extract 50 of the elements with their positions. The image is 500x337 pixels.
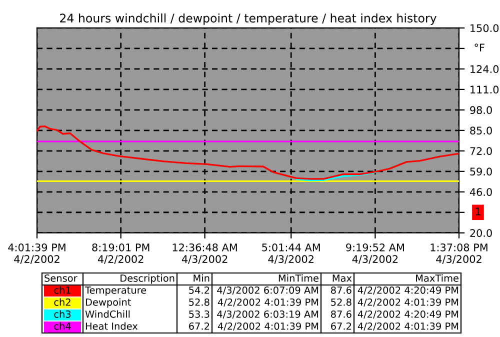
- text: 52.8: [189, 298, 210, 306]
- x-tick-label: 4:01:39 PM 4/2/2002: [8, 243, 66, 264]
- text: 4/2/2002 4:01:39 PM: [358, 322, 458, 331]
- y-tick-label: 85.0: [470, 126, 492, 135]
- y-tick-label: 111.0: [470, 86, 499, 94]
- text: ch2: [54, 298, 70, 306]
- y-tick-label: 124.0: [470, 65, 499, 74]
- text: MinTime: [278, 274, 318, 282]
- x-tick-label: 5:01:44 AM 4/3/2002: [262, 243, 320, 264]
- text: Min: [194, 274, 210, 282]
- text: 4/2/2002 4:20:49 PM: [358, 286, 458, 295]
- text: 67.2: [189, 322, 210, 330]
- line-series: [296, 171, 378, 182]
- text: Description: [120, 274, 174, 284]
- x-tick-label: 1:37:08 PM 4/3/2002: [430, 243, 488, 264]
- chart-title: 24 hours windchill / dewpoint / temperature / heat index history: [60, 13, 436, 25]
- text: 52.8: [331, 298, 352, 306]
- text: 1: [476, 208, 480, 216]
- text: 54.2: [189, 286, 210, 294]
- y-axis-title: °F: [474, 44, 484, 52]
- text: 4/2/2002 4:01:39 PM: [218, 298, 318, 307]
- text: 4/3/2002 6:03:19 AM: [217, 310, 318, 319]
- y-tick-label: 150.0: [470, 24, 499, 32]
- y-tick-label: 20.0: [470, 229, 492, 237]
- y-tick-label: 46.0: [470, 188, 492, 196]
- x-tick-label: 9:19:52 AM 4/3/2002: [346, 243, 404, 264]
- text: 67.2: [331, 322, 352, 330]
- legend-label: Temperature: [84, 286, 146, 296]
- text: ch3: [54, 310, 71, 318]
- legend-label: Dewpoint: [86, 298, 131, 308]
- text: 87.6: [331, 310, 352, 318]
- y-tick-label: 98.0: [470, 106, 492, 114]
- text: ch4: [54, 322, 71, 330]
- text: 4/3/2002 6:07:09 AM: [217, 286, 318, 295]
- y-tick-label: 72.0: [470, 147, 492, 156]
- text: Sensor: [44, 274, 78, 282]
- x-tick-label: 12:36:48 AM 4/3/2002: [172, 243, 237, 264]
- text: ch1: [54, 286, 70, 294]
- text: 4/2/2002 4:01:39 PM: [218, 322, 318, 331]
- legend-label: WindChill: [85, 310, 130, 318]
- text: 87.6: [331, 286, 352, 294]
- y-tick-label: 59.0: [470, 168, 492, 176]
- text: 53.3: [189, 310, 210, 318]
- text: Max: [332, 274, 352, 282]
- legend-label: Heat Index: [86, 322, 138, 330]
- text: 4/2/2002 4:01:39 PM: [358, 298, 458, 307]
- x-tick-label: 8:19:01 PM 4/2/2002: [92, 243, 150, 264]
- text: 4/2/2002 4:20:49 PM: [358, 310, 458, 319]
- line-series: [37, 125, 459, 180]
- text: MaxTime: [416, 274, 458, 282]
